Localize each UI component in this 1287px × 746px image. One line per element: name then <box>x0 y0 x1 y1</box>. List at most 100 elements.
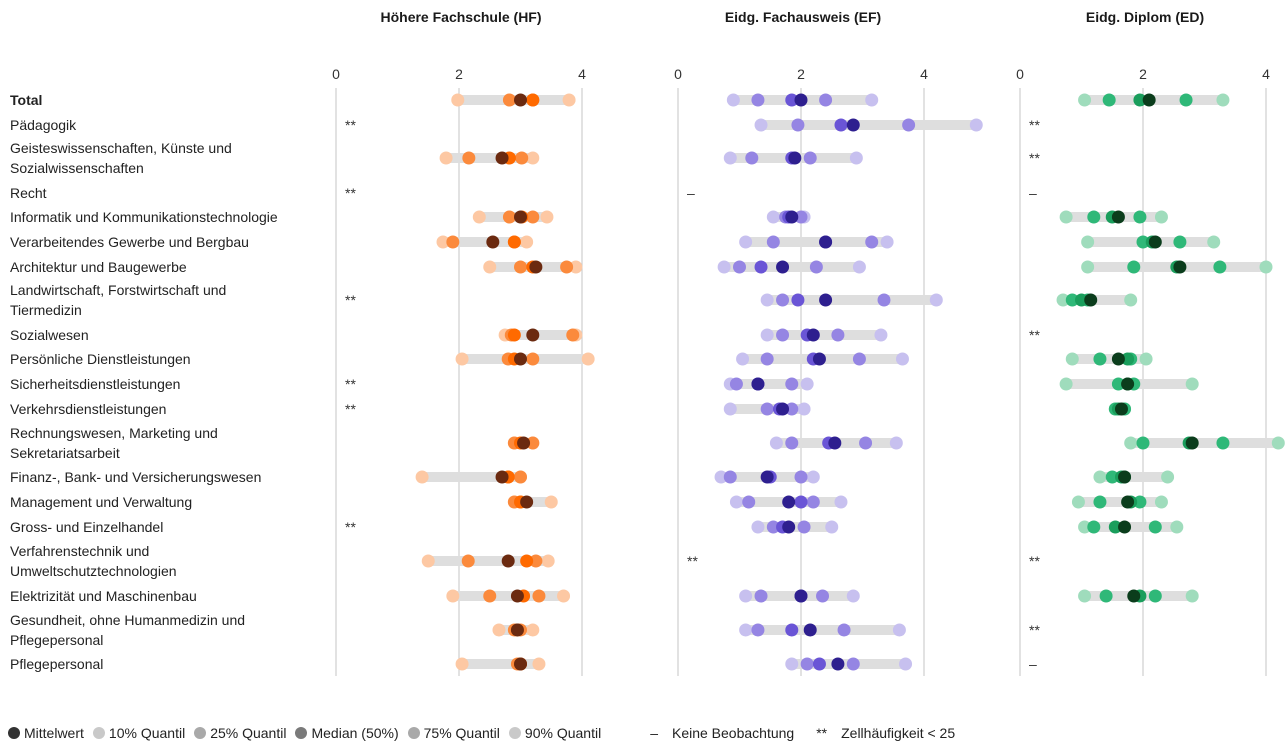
small-n-marker: ** <box>345 519 356 535</box>
median-dot <box>834 118 848 132</box>
p25-dot <box>791 118 805 132</box>
p90-dot <box>544 495 558 509</box>
mean-dot <box>526 328 540 342</box>
p25-dot <box>502 93 516 107</box>
legend-label: 25% Quantil <box>210 725 287 741</box>
mean-dot <box>1121 377 1135 391</box>
p90-dot <box>1216 93 1230 107</box>
p10-dot <box>492 623 506 637</box>
p10-dot <box>1081 235 1095 249</box>
legend-no-obs-label: Keine Beobachtung <box>671 725 795 741</box>
p10-dot <box>1059 210 1073 224</box>
mean-dot <box>794 589 808 603</box>
mean-dot <box>760 470 774 484</box>
mean-dot <box>803 623 817 637</box>
mean-dot <box>782 495 796 509</box>
category-label: Verfahrenstechnik und <box>10 543 149 559</box>
p25-dot <box>776 293 790 307</box>
median-dot <box>1075 293 1088 307</box>
mean-dot <box>1118 470 1132 484</box>
p10-dot <box>726 93 740 107</box>
p75-dot <box>797 520 811 534</box>
p90-dot <box>929 293 943 307</box>
small-n-marker: ** <box>687 553 698 569</box>
category-label: Pflegepersonal <box>10 656 103 672</box>
category-label: Verkehrsdienstleistungen <box>10 401 166 417</box>
p25-dot <box>800 657 814 671</box>
mean-dot <box>812 352 826 366</box>
p10-dot <box>439 151 453 165</box>
category-label: Sozialwissenschaften <box>10 160 144 176</box>
category-label: Informatik und Kommunikationstechnologie <box>10 209 278 225</box>
mean-dot <box>514 210 527 224</box>
mean-dot <box>1148 235 1162 249</box>
p75-dot <box>794 470 808 484</box>
p25-dot <box>1099 589 1113 603</box>
p25-dot <box>760 402 774 416</box>
median-dot <box>791 293 805 307</box>
median-dot <box>812 657 826 671</box>
p10-dot <box>739 235 753 249</box>
mean-dot <box>846 118 860 132</box>
category-label: Gesundheit, ohne Humanmedizin und <box>10 612 245 628</box>
mean-dot <box>794 93 808 107</box>
p90-dot <box>562 93 576 107</box>
category-label: Gross- und Einzelhandel <box>10 519 163 535</box>
legend-item-mean: Mittelwert <box>8 725 84 741</box>
p25-dot <box>502 210 516 224</box>
p90-dot <box>1161 470 1175 484</box>
p90-dot <box>532 657 546 671</box>
mean-dot <box>782 520 796 534</box>
category-label: Umweltschutztechnologien <box>10 563 177 579</box>
p75-dot <box>785 377 799 391</box>
p75-dot <box>1173 235 1187 249</box>
p90-dot <box>1154 495 1168 509</box>
p10-dot <box>717 260 731 274</box>
p10-dot <box>723 151 737 165</box>
p25-dot <box>776 328 790 342</box>
p10-dot <box>415 470 429 484</box>
p90-dot <box>557 589 571 603</box>
p75-dot <box>902 118 916 132</box>
p75-dot <box>819 93 833 107</box>
legend-label: 75% Quantil <box>423 725 500 741</box>
p90-dot <box>852 260 866 274</box>
p25-dot <box>1102 93 1116 107</box>
mean-dot <box>1084 293 1098 307</box>
mean-dot <box>831 657 845 671</box>
p75-dot <box>794 210 808 224</box>
mean-dot <box>529 260 543 274</box>
p25-dot <box>1136 436 1150 450</box>
category-label: Sekretariatsarbeit <box>10 445 120 461</box>
p10-dot <box>455 657 469 671</box>
p10-dot <box>785 657 799 671</box>
mean-dot <box>806 328 820 342</box>
p10-dot <box>754 118 768 132</box>
p90-dot <box>825 520 839 534</box>
mean-dot <box>486 235 500 249</box>
category-label: Verarbeitendes Gewerbe und Bergbau <box>10 234 249 250</box>
p10-dot <box>760 293 774 307</box>
mean-dot <box>517 436 531 450</box>
category-label: Finanz-, Bank- und Versicherungswesen <box>10 469 261 485</box>
p90-dot <box>800 377 814 391</box>
p90-dot <box>849 151 863 165</box>
p90-dot <box>1139 352 1153 366</box>
mean-dot <box>785 210 799 224</box>
p90-dot <box>541 554 555 568</box>
category-label: Geisteswissenschaften, Künste und <box>10 140 232 156</box>
mean-dot <box>501 554 515 568</box>
category-label: Elektrizität und Maschinenbau <box>10 588 197 604</box>
p25-dot <box>514 260 527 274</box>
no-observation-marker: – <box>1029 185 1037 201</box>
small-n-marker: ** <box>1029 553 1040 569</box>
p10-dot <box>714 470 728 484</box>
p75-dot <box>831 328 845 342</box>
panel-title: Eidg. Fachausweis (EF) <box>725 9 881 25</box>
mean-dot <box>1173 260 1187 274</box>
p10-dot <box>483 260 497 274</box>
p75-dot <box>806 495 820 509</box>
legend-dot-icon <box>8 727 20 739</box>
p25-dot <box>754 589 768 603</box>
mean-dot <box>514 93 527 107</box>
